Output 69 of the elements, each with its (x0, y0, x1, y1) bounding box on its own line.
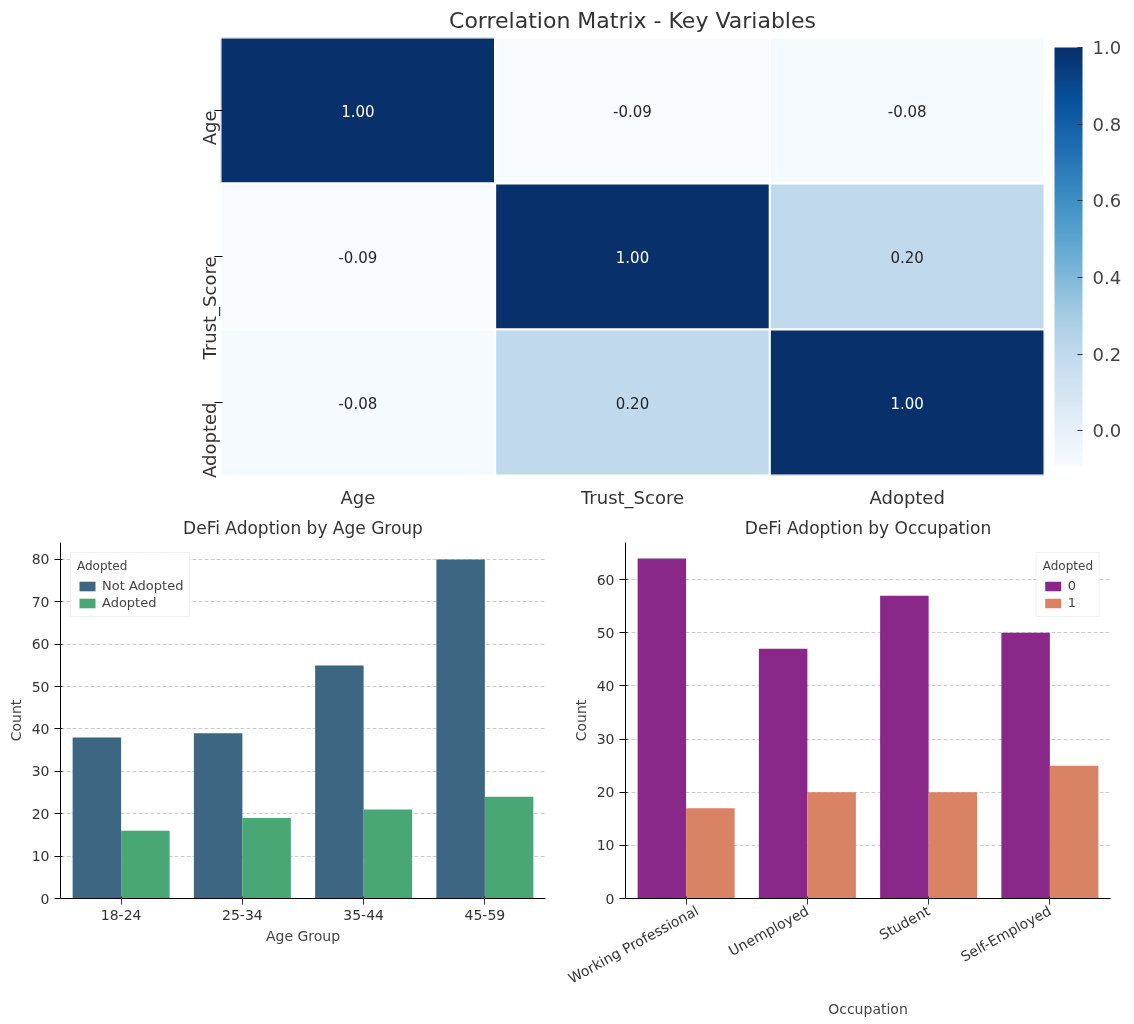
bar (807, 792, 856, 899)
y-tick-label: 50 (596, 624, 615, 641)
chart-title: DeFi Adoption by Occupation (744, 517, 992, 538)
x-tick-label: 25-34 (222, 906, 263, 923)
legend-label: Adopted (102, 595, 157, 610)
bar (1001, 632, 1050, 899)
x-axis-title: Age Group (265, 927, 341, 944)
bar (686, 808, 735, 899)
color-bar-label: 0.8 (1092, 113, 1122, 135)
bar (758, 648, 808, 899)
data-label: -0.09 (338, 248, 378, 267)
bar (928, 792, 978, 899)
y-tick-label: 80 (31, 551, 50, 568)
y-tick-label: 10 (31, 848, 50, 865)
bar (880, 595, 929, 899)
legend-title: Adopted (1042, 559, 1093, 573)
legend-title: Adopted (77, 559, 129, 573)
color-bar-label: 0.0 (1092, 420, 1122, 442)
legend-label: Not Adopted (102, 578, 184, 593)
color-bar-label: 0.2 (1092, 343, 1122, 365)
data-label: 1.00 (890, 394, 924, 413)
x-tick-label: Adopted (869, 486, 945, 508)
x-axis-title: Occupation (828, 1001, 908, 1018)
data-label: -0.08 (338, 394, 378, 413)
y-tick-label: 70 (31, 593, 50, 610)
y-tick-label: 40 (31, 720, 50, 737)
y-tick-label: 30 (31, 763, 50, 780)
y-tick-label: 40 (596, 677, 615, 694)
bar (193, 733, 243, 899)
y-tick-label: Age (199, 110, 220, 146)
y-tick-label: 0 (605, 890, 615, 907)
legend-label: 0 (1067, 578, 1077, 593)
data-label: 1.00 (615, 248, 650, 267)
y-tick-label: 0 (40, 890, 50, 907)
bar (436, 559, 485, 899)
y-axis-title: Count (572, 699, 589, 742)
y-tick-label: 60 (596, 571, 615, 588)
data-label: -0.08 (887, 102, 927, 121)
bar (121, 830, 170, 899)
color-bar-label: 1.0 (1092, 37, 1122, 58)
data-label: 0.20 (890, 248, 924, 267)
chart-title: DeFi Adoption by Age Group (183, 517, 423, 538)
y-tick-label: 60 (31, 636, 50, 653)
y-tick-label: 50 (31, 678, 50, 695)
color-bar-label: 0.4 (1092, 267, 1122, 289)
y-tick-label: 20 (31, 805, 50, 822)
x-tick-label: 18-24 (100, 906, 142, 923)
bar (315, 665, 364, 899)
data-label: 1.00 (341, 102, 375, 121)
y-tick-label: 20 (596, 784, 615, 801)
bar (637, 558, 687, 899)
x-tick-label: 45-59 (464, 906, 506, 923)
x-tick-label: 35-44 (343, 906, 385, 923)
bar (1049, 765, 1099, 899)
data-label: -0.09 (613, 102, 652, 121)
y-tick-label: Trust_Score (199, 256, 221, 361)
chart-title: Correlation Matrix - Key Variables (449, 7, 816, 33)
x-tick-label: Age (340, 486, 376, 508)
color-bar-label: 0.6 (1092, 190, 1122, 212)
y-axis-title: Count (7, 699, 24, 742)
bar (363, 809, 413, 899)
bar (242, 817, 291, 899)
legend-label: 1 (1067, 595, 1077, 610)
bar (484, 796, 534, 899)
y-tick-label: 10 (596, 837, 615, 854)
bar (72, 737, 122, 899)
y-tick-label: 30 (596, 731, 615, 748)
x-tick-label: Trust_Score (580, 486, 685, 509)
data-label: 0.20 (615, 394, 650, 413)
